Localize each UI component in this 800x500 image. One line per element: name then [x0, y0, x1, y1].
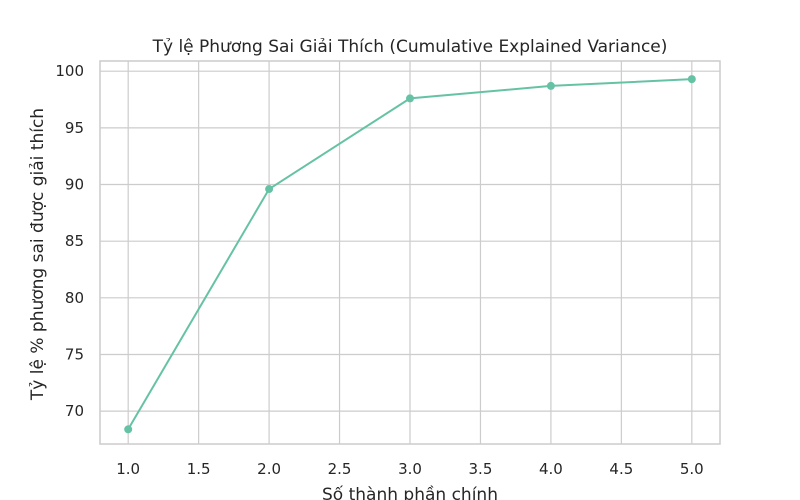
y-tick-label: 80: [65, 289, 84, 307]
data-point: [406, 94, 414, 103]
x-tick-label: 3.5: [469, 460, 493, 478]
x-tick-label: 4.5: [609, 460, 633, 478]
y-tick-label: 90: [65, 176, 84, 194]
y-tick-labels: 70 75 80 85 90 95 100: [55, 62, 84, 420]
x-tick-label: 2.5: [328, 460, 352, 478]
chart-title: Tỷ lệ Phương Sai Giải Thích (Cumulative …: [152, 37, 668, 57]
data-point: [546, 81, 555, 90]
x-tick-label: 5.0: [680, 460, 704, 478]
y-axis-label: Tỷ lệ % phương sai được giải thích: [28, 108, 48, 401]
y-tick-label: 85: [65, 232, 84, 250]
x-tick-label: 1.0: [116, 460, 140, 478]
x-tick-label: 4.0: [539, 460, 563, 478]
x-tick-labels: 1.0 1.5 2.0 2.5 3.0 3.5 4.0 4.5 5.0: [116, 460, 703, 478]
data-point: [687, 75, 696, 84]
y-tick-label: 70: [65, 402, 84, 420]
x-axis-label: Số thành phần chính: [322, 484, 498, 500]
data-point: [124, 425, 133, 434]
x-tick-label: 1.5: [187, 460, 211, 478]
y-tick-label: 100: [55, 62, 84, 80]
series-layer: [124, 75, 696, 434]
data-point: [265, 185, 274, 194]
y-tick-label: 75: [65, 345, 84, 363]
grid-lines: [100, 61, 720, 444]
plot-frame: [99, 60, 721, 445]
x-tick-label: 2.0: [257, 460, 281, 478]
y-tick-label: 95: [65, 119, 84, 137]
x-tick-label: 3.0: [398, 460, 422, 478]
